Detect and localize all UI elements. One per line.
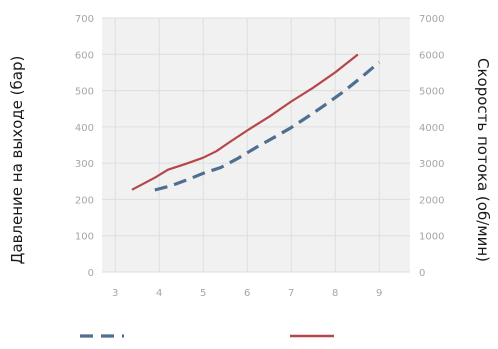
gridlines: [102, 17, 410, 273]
y2-tick-label: 2000: [419, 195, 444, 206]
y-tick-label: 700: [75, 14, 94, 25]
x-tick-label: 5: [200, 288, 206, 299]
y-tick-label: 400: [75, 123, 94, 134]
y-tick-label: 100: [75, 232, 94, 243]
plot-background: [102, 18, 410, 272]
y-tick-label: 500: [75, 87, 94, 98]
y-axis-left-ticks: 0 100 200 300 400 500 600 700: [75, 14, 94, 279]
y-axis-right-label: Скорость потока (об/мин): [474, 58, 492, 262]
y2-tick-label: 3000: [419, 159, 444, 170]
x-tick-label: 4: [156, 288, 162, 299]
y-tick-label: 300: [75, 159, 94, 170]
x-tick-label: 3: [112, 288, 118, 299]
x-tick-label: 9: [376, 288, 382, 299]
y2-tick-label: 0: [419, 268, 425, 279]
y-axis-right-ticks: 0 1000 2000 3000 4000 5000 6000 7000: [419, 14, 444, 279]
x-axis-ticks: 3 4 5 6 7 8 9: [112, 288, 382, 299]
y-tick-label: 600: [75, 50, 94, 61]
x-tick-label: 8: [332, 288, 338, 299]
y2-tick-label: 4000: [419, 123, 444, 134]
y2-tick-label: 5000: [419, 87, 444, 98]
y-axis-left-label: Давление на выходе (бар): [8, 56, 26, 265]
x-tick-label: 6: [244, 288, 250, 299]
series-group: [131, 53, 381, 192]
x-tick-label: 7: [288, 288, 294, 299]
y2-tick-label: 1000: [419, 232, 444, 243]
y2-tick-label: 7000: [419, 14, 444, 25]
series-line-solid: [131, 53, 359, 191]
y-tick-label: 0: [88, 268, 94, 279]
y-tick-label: 200: [75, 195, 94, 206]
y2-tick-label: 6000: [419, 50, 444, 61]
series-line-dashed: [154, 61, 381, 192]
